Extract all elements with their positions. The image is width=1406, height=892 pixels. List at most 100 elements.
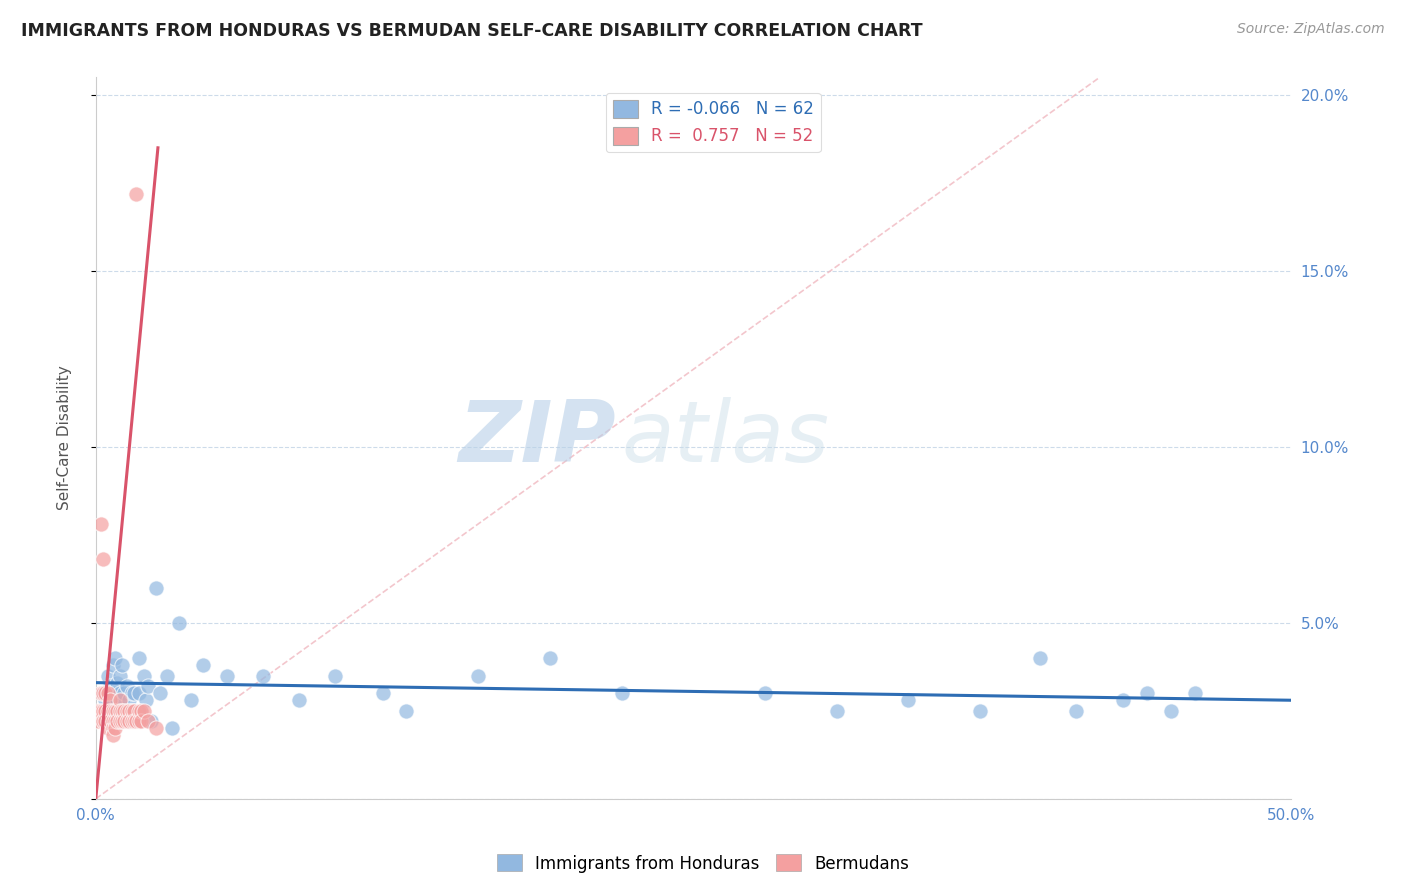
Point bbox=[122, 704, 145, 718]
Point bbox=[108, 704, 131, 718]
Point bbox=[111, 704, 134, 718]
Point bbox=[129, 704, 152, 718]
Point bbox=[98, 679, 121, 693]
Point bbox=[145, 722, 167, 736]
Point bbox=[132, 668, 155, 682]
Point bbox=[825, 704, 848, 718]
Point bbox=[90, 686, 112, 700]
Point bbox=[104, 651, 127, 665]
Legend: Immigrants from Honduras, Bermudans: Immigrants from Honduras, Bermudans bbox=[491, 847, 915, 880]
Point bbox=[1112, 693, 1135, 707]
Point bbox=[101, 686, 124, 700]
Point bbox=[111, 658, 134, 673]
Point bbox=[128, 651, 150, 665]
Point bbox=[114, 714, 136, 729]
Point bbox=[118, 714, 141, 729]
Point bbox=[395, 704, 418, 718]
Point bbox=[115, 679, 138, 693]
Point bbox=[193, 658, 215, 673]
Point bbox=[115, 704, 138, 718]
Point bbox=[1064, 704, 1087, 718]
Point bbox=[149, 686, 172, 700]
Point bbox=[105, 714, 128, 729]
Point bbox=[98, 693, 121, 707]
Point bbox=[371, 686, 394, 700]
Point bbox=[538, 651, 561, 665]
Text: IMMIGRANTS FROM HONDURAS VS BERMUDAN SELF-CARE DISABILITY CORRELATION CHART: IMMIGRANTS FROM HONDURAS VS BERMUDAN SEL… bbox=[21, 22, 922, 40]
Point bbox=[467, 668, 489, 682]
Point bbox=[288, 693, 311, 707]
Point bbox=[115, 704, 138, 718]
Point bbox=[111, 693, 134, 707]
Point bbox=[108, 686, 131, 700]
Point bbox=[121, 686, 143, 700]
Point bbox=[180, 693, 202, 707]
Point bbox=[169, 615, 191, 630]
Point bbox=[121, 714, 143, 729]
Point bbox=[129, 704, 152, 718]
Point bbox=[104, 704, 127, 718]
Point bbox=[91, 552, 114, 566]
Point bbox=[104, 714, 127, 729]
Point bbox=[118, 693, 141, 707]
Point bbox=[323, 668, 346, 682]
Legend: R = -0.066   N = 62, R =  0.757   N = 52: R = -0.066 N = 62, R = 0.757 N = 52 bbox=[606, 93, 821, 152]
Point bbox=[114, 704, 136, 718]
Point bbox=[101, 704, 124, 718]
Point bbox=[94, 686, 117, 700]
Point bbox=[91, 686, 114, 700]
Text: Source: ZipAtlas.com: Source: ZipAtlas.com bbox=[1237, 22, 1385, 37]
Point bbox=[1136, 686, 1159, 700]
Point bbox=[121, 704, 143, 718]
Point bbox=[108, 714, 131, 729]
Point bbox=[132, 704, 155, 718]
Point bbox=[128, 686, 150, 700]
Point bbox=[145, 581, 167, 595]
Point bbox=[87, 704, 110, 718]
Point bbox=[108, 704, 131, 718]
Y-axis label: Self-Care Disability: Self-Care Disability bbox=[58, 366, 72, 510]
Point bbox=[969, 704, 991, 718]
Point bbox=[121, 704, 143, 718]
Point bbox=[105, 693, 128, 707]
Point bbox=[104, 722, 127, 736]
Point bbox=[135, 693, 157, 707]
Point bbox=[101, 704, 124, 718]
Point bbox=[128, 704, 150, 718]
Point bbox=[125, 714, 148, 729]
Point bbox=[91, 714, 114, 729]
Point bbox=[97, 714, 120, 729]
Point bbox=[90, 704, 112, 718]
Point bbox=[754, 686, 776, 700]
Point bbox=[897, 693, 920, 707]
Point bbox=[101, 728, 124, 742]
Point bbox=[101, 722, 124, 736]
Point bbox=[129, 714, 152, 729]
Point bbox=[122, 686, 145, 700]
Point bbox=[156, 668, 179, 682]
Point bbox=[91, 704, 114, 718]
Point bbox=[98, 714, 121, 729]
Point bbox=[97, 722, 120, 736]
Point bbox=[217, 668, 239, 682]
Point bbox=[98, 693, 121, 707]
Point bbox=[138, 679, 160, 693]
Point bbox=[104, 686, 127, 700]
Point bbox=[122, 714, 145, 729]
Text: ZIP: ZIP bbox=[458, 397, 616, 480]
Point bbox=[139, 714, 162, 729]
Point bbox=[98, 704, 121, 718]
Point bbox=[1029, 651, 1052, 665]
Point bbox=[97, 668, 120, 682]
Point bbox=[108, 668, 131, 682]
Point bbox=[128, 714, 150, 729]
Point bbox=[94, 714, 117, 729]
Point bbox=[252, 668, 274, 682]
Point bbox=[97, 686, 120, 700]
Point bbox=[97, 704, 120, 718]
Point bbox=[87, 714, 110, 729]
Point bbox=[108, 693, 131, 707]
Point bbox=[97, 704, 120, 718]
Point bbox=[1160, 704, 1182, 718]
Point bbox=[114, 686, 136, 700]
